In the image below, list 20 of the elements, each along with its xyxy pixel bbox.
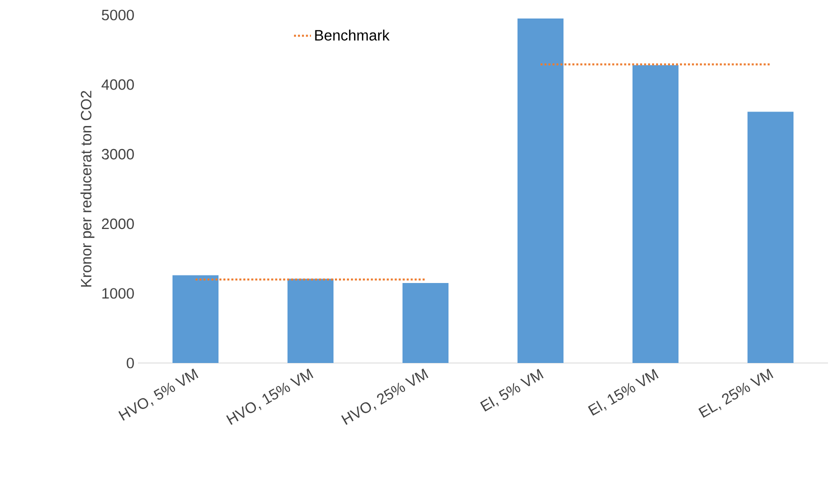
x-tick-label: HVO, 15% VM [226,368,314,425]
x-tick-label: HVO, 25% VM [341,368,428,425]
y-tick-label: 2000 [102,218,134,230]
bar [518,18,564,363]
bar [288,278,334,363]
x-tick-label: EL, 25% VM [698,368,774,418]
x-tick-label: HVO, 5% VM [118,368,198,421]
y-tick-label: 0 [126,358,134,368]
y-tick-label: 3000 [102,148,134,160]
bar [748,112,794,363]
y-axis-title: Kronor per reducerat ton CO2 [80,90,94,287]
legend-label: Benchmark [315,30,390,41]
y-tick-label: 4000 [102,79,134,90]
bar [172,275,218,363]
y-tick-label: 1000 [102,288,134,299]
x-tick-label: El, 5% VM [480,368,544,412]
y-tick-label: 5000 [102,10,134,20]
bar [632,65,679,363]
bar [402,282,449,363]
x-tick-label: El, 15% VM [588,368,659,416]
